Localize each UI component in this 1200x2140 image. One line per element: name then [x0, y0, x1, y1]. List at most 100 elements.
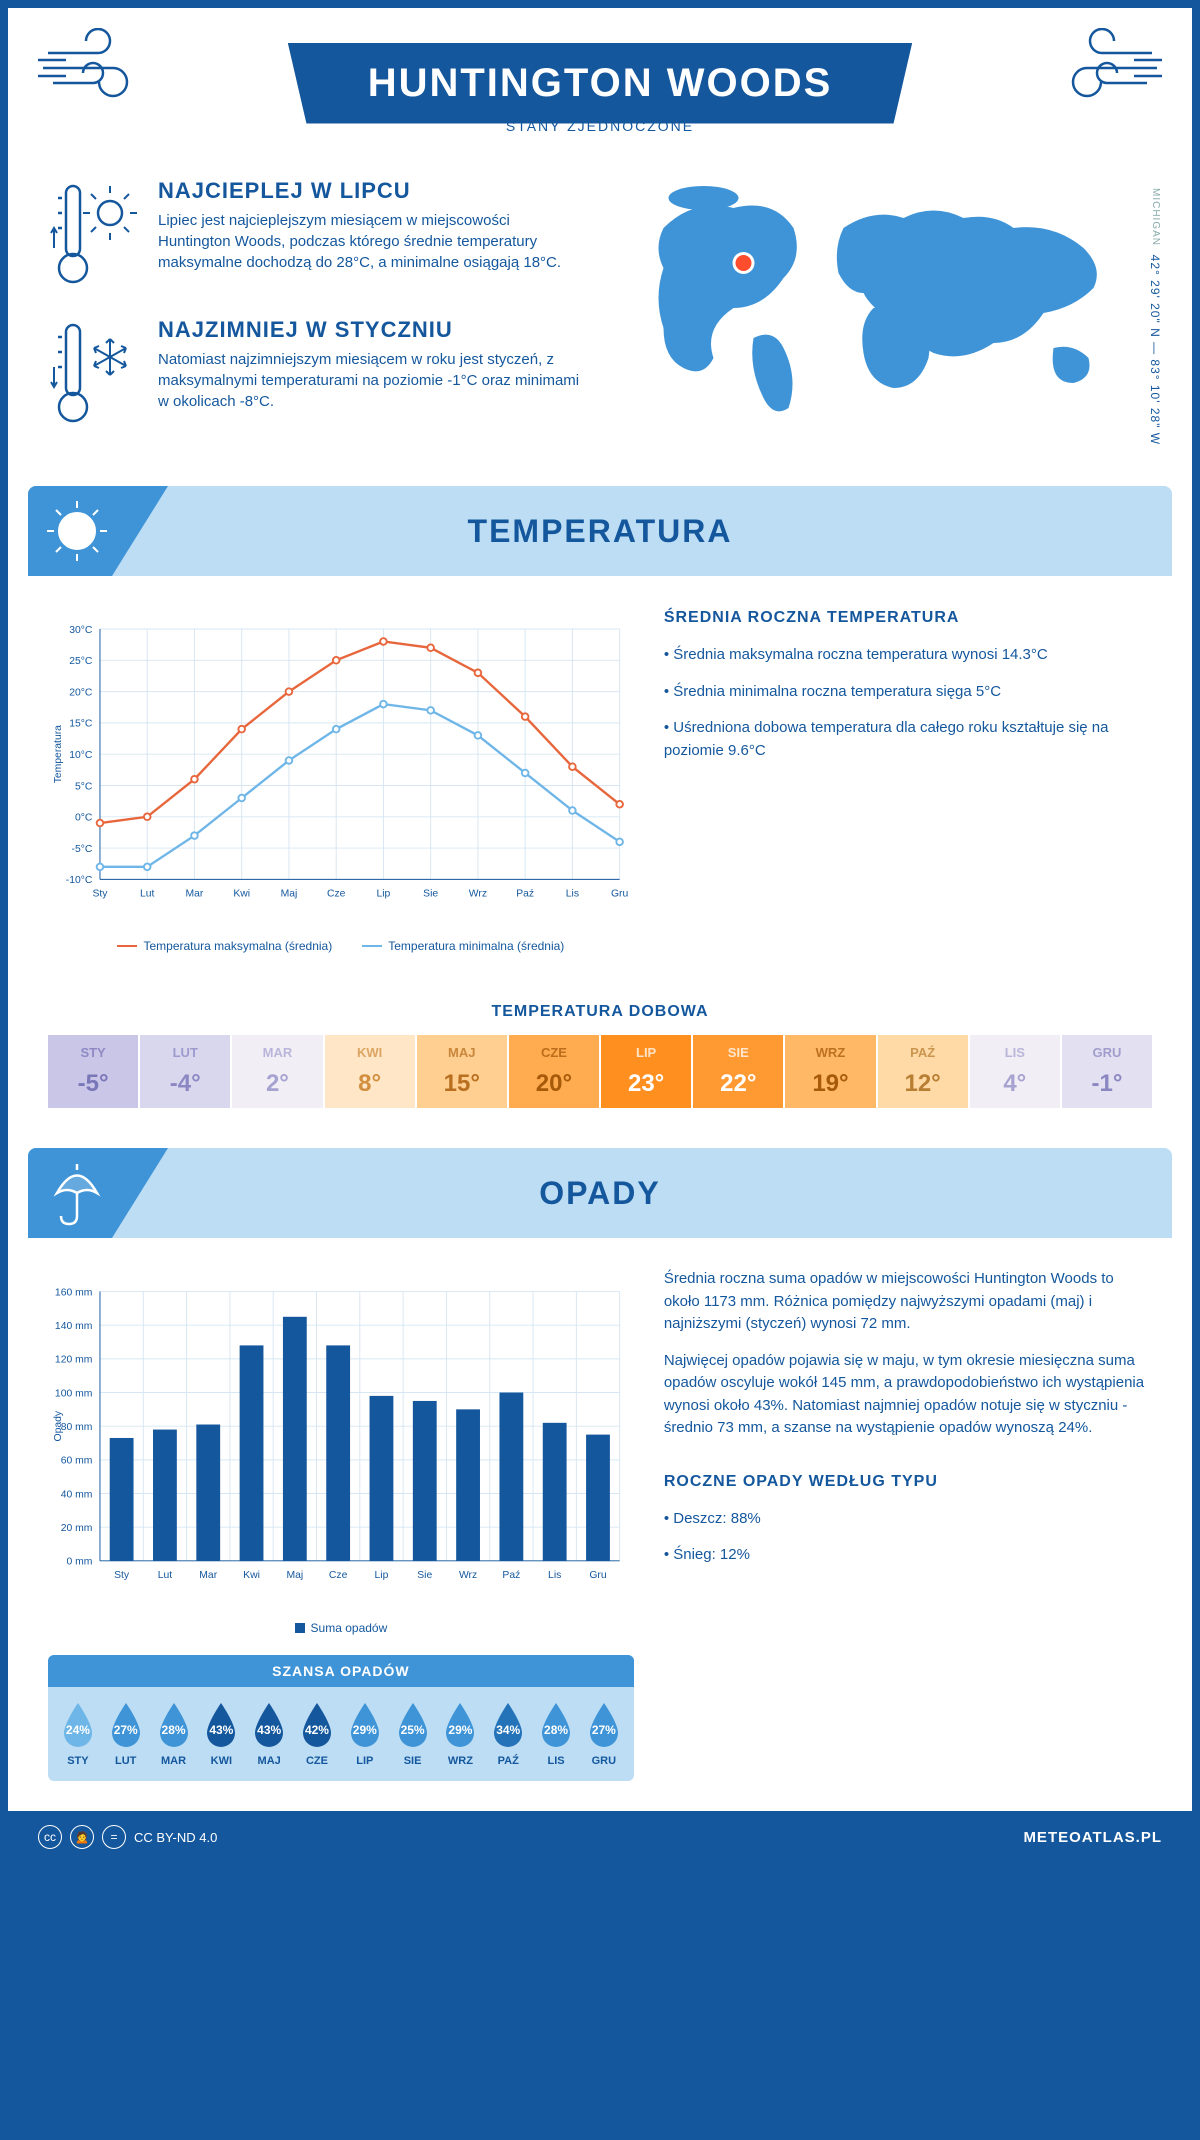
svg-text:20 mm: 20 mm [61, 1523, 93, 1534]
svg-text:Cze: Cze [327, 888, 346, 899]
svg-text:-10°C: -10°C [66, 875, 93, 886]
nd-icon: = [102, 1825, 126, 1849]
svg-text:40 mm: 40 mm [61, 1489, 93, 1500]
precip-chance-cell: 42%CZE [293, 1701, 341, 1767]
intro-hottest: NAJCIEPLEJ W LIPCU Lipiec jest najcieple… [48, 178, 585, 293]
svg-text:80 mm: 80 mm [61, 1422, 93, 1433]
svg-text:Gru: Gru [611, 888, 629, 899]
svg-text:160 mm: 160 mm [55, 1287, 92, 1298]
precip-bar-chart: 0 mm20 mm40 mm60 mm80 mm100 mm120 mm140 … [48, 1268, 634, 1608]
precip-chance-cell: 29%WRZ [437, 1701, 485, 1767]
svg-text:140 mm: 140 mm [55, 1321, 92, 1332]
thermometer-hot-icon [48, 178, 138, 293]
svg-text:Lip: Lip [376, 888, 390, 899]
svg-text:Kwi: Kwi [243, 1570, 260, 1581]
svg-text:Opady: Opady [53, 1410, 64, 1441]
precip-chance-cell: 27%LUT [102, 1701, 150, 1767]
daily-temp-cell: MAR2° [232, 1035, 324, 1108]
intro-cold-title: NAJZIMNIEJ W STYCZNIU [158, 317, 585, 343]
svg-text:100 mm: 100 mm [55, 1388, 92, 1399]
precip-type-p1: • Deszcz: 88% [664, 1508, 1152, 1531]
sun-icon [28, 486, 168, 576]
license-text: CC BY-ND 4.0 [134, 1830, 217, 1845]
umbrella-icon [28, 1148, 168, 1238]
temp-summary-p3: • Uśredniona dobowa temperatura dla całe… [664, 717, 1152, 762]
precip-chance-cell: 34%PAŹ [484, 1701, 532, 1767]
svg-text:Wrz: Wrz [469, 888, 487, 899]
temperature-line-chart: -10°C -5°C 0°C 5°C 10°C 15°C 20°C 25°C 30°C Sty Lu… [48, 606, 634, 926]
precip-chance-cell: 28%LIS [532, 1701, 580, 1767]
daily-temp-title: TEMPERATURA DOBOWA [8, 1003, 1192, 1021]
svg-text:Gru: Gru [589, 1570, 607, 1581]
temp-summary-title: ŚREDNIA ROCZNA TEMPERATURA [664, 606, 1152, 630]
page-title: HUNTINGTON WOODS [368, 61, 833, 106]
svg-text:120 mm: 120 mm [55, 1355, 92, 1366]
svg-text:Paź: Paź [516, 888, 534, 899]
temperature-banner: TEMPERATURA [28, 486, 1172, 576]
wind-icon-left [38, 28, 158, 113]
intro-row: NAJCIEPLEJ W LIPCU Lipiec jest najcieple… [8, 158, 1192, 486]
svg-text:10°C: 10°C [69, 750, 93, 761]
svg-text:Lis: Lis [566, 888, 579, 899]
svg-text:15°C: 15°C [69, 719, 93, 730]
precip-type-p2: • Śnieg: 12% [664, 1544, 1152, 1567]
svg-text:Cze: Cze [329, 1570, 348, 1581]
daily-temp-cell: STY-5° [48, 1035, 140, 1108]
footer: cc 🙍 = CC BY-ND 4.0 METEOATLAS.PL [8, 1811, 1192, 1863]
world-map: MICHIGAN 42° 29' 20" N — 83° 10' 28" W [615, 178, 1152, 456]
precip-content: 0 mm20 mm40 mm60 mm80 mm100 mm120 mm140 … [8, 1238, 1192, 1811]
svg-text:5°C: 5°C [75, 781, 93, 792]
daily-temp-cell: MAJ15° [417, 1035, 509, 1108]
daily-temp-cell: SIE22° [693, 1035, 785, 1108]
svg-text:20°C: 20°C [69, 687, 93, 698]
svg-text:-5°C: -5°C [72, 844, 93, 855]
svg-text:Kwi: Kwi [233, 888, 250, 899]
state-label: MICHIGAN [1150, 188, 1161, 246]
precip-chance-strip: SZANSA OPADÓW 24%STY27%LUT28%MAR43%KWI43… [48, 1655, 634, 1781]
daily-temp-cell: LIS4° [970, 1035, 1062, 1108]
precip-title: OPADY [539, 1175, 660, 1212]
svg-text:Mar: Mar [199, 1570, 217, 1581]
temp-chart-legend: Temperatura maksymalna (średnia) Tempera… [48, 939, 634, 953]
precip-chance-cell: 43%KWI [197, 1701, 245, 1767]
svg-text:Lut: Lut [158, 1570, 173, 1581]
svg-text:Sie: Sie [423, 888, 438, 899]
title-band: HUNTINGTON WOODS [288, 43, 913, 124]
header-subtitle: STANY ZJEDNOCZONE [506, 118, 694, 134]
daily-temp-cell: PAŹ12° [878, 1035, 970, 1108]
svg-text:Maj: Maj [286, 1570, 303, 1581]
svg-text:Sty: Sty [92, 888, 108, 899]
svg-text:0°C: 0°C [75, 813, 93, 824]
precip-chance-cell: 43%MAJ [245, 1701, 293, 1767]
header: HUNTINGTON WOODS STANY ZJEDNOCZONE [8, 8, 1192, 158]
daily-temp-cell: LIP23° [601, 1035, 693, 1108]
precip-chance-cell: 27%GRU [580, 1701, 628, 1767]
thermometer-cold-icon [48, 317, 138, 432]
daily-temp-strip: STY-5°LUT-4°MAR2°KWI8°MAJ15°CZE20°LIP23°… [48, 1035, 1152, 1108]
wind-icon-right [1042, 28, 1162, 113]
brand-label: METEOATLAS.PL [1023, 1829, 1162, 1846]
daily-temp-cell: WRZ19° [785, 1035, 877, 1108]
svg-text:Maj: Maj [281, 888, 298, 899]
daily-temp-cell: KWI8° [325, 1035, 417, 1108]
daily-temp-cell: GRU-1° [1062, 1035, 1152, 1108]
precip-type-title: ROCZNE OPADY WEDŁUG TYPU [664, 1470, 1152, 1494]
precip-banner: OPADY [28, 1148, 1172, 1238]
coords-value: 42° 29' 20" N — 83° 10' 28" W [1148, 255, 1162, 445]
intro-hot-text: Lipiec jest najcieplejszym miesiącem w m… [158, 210, 585, 273]
svg-text:0 mm: 0 mm [66, 1557, 92, 1568]
temp-summary-p1: • Średnia maksymalna roczna temperatura … [664, 644, 1152, 667]
intro-coldest: NAJZIMNIEJ W STYCZNIU Natomiast najzimni… [48, 317, 585, 432]
svg-text:Temperatura: Temperatura [53, 725, 64, 783]
intro-hot-title: NAJCIEPLEJ W LIPCU [158, 178, 585, 204]
svg-text:30°C: 30°C [69, 625, 93, 636]
temperature-title: TEMPERATURA [468, 513, 733, 550]
svg-text:25°C: 25°C [69, 656, 93, 667]
svg-text:Lis: Lis [548, 1570, 561, 1581]
svg-text:Paź: Paź [502, 1570, 520, 1581]
precip-chance-cell: 24%STY [54, 1701, 102, 1767]
svg-text:Wrz: Wrz [459, 1570, 477, 1581]
precip-text-1: Średnia roczna suma opadów w miejscowośc… [664, 1268, 1152, 1336]
svg-text:Lut: Lut [140, 888, 155, 899]
svg-text:Lip: Lip [375, 1570, 389, 1581]
